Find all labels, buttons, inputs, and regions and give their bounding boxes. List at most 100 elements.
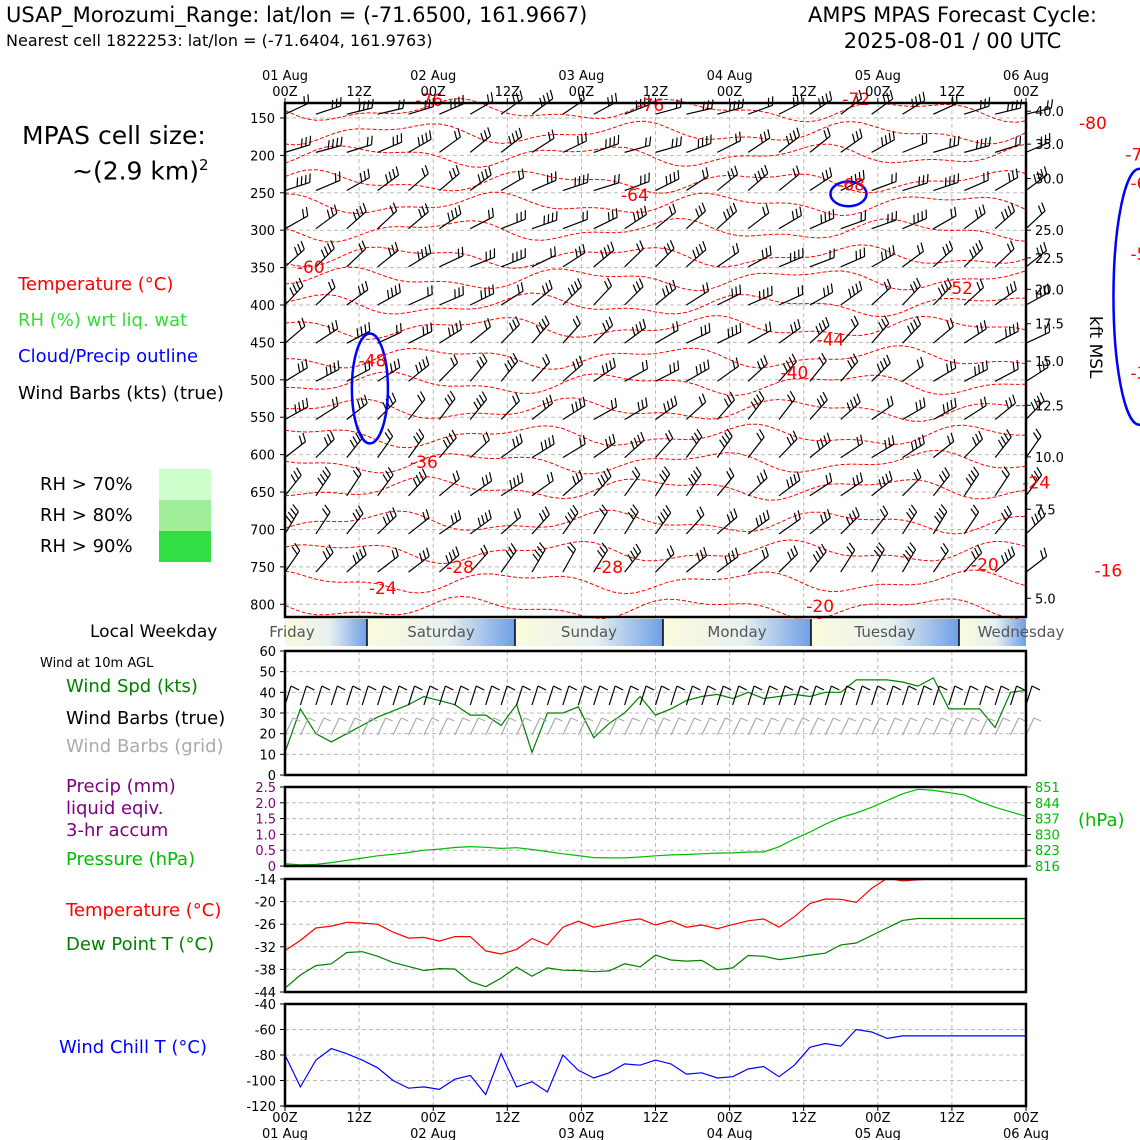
wind-barb — [963, 278, 985, 306]
temp-contour-label: -20 — [806, 597, 834, 617]
wind-barb — [902, 468, 922, 497]
grid-wind-barb — [716, 717, 726, 736]
wind-barb — [439, 285, 464, 306]
wind-speed-label: Wind Spd (kts) — [66, 676, 198, 697]
rh90-label: RH > 90% — [40, 536, 133, 557]
isotherm-line — [284, 120, 1027, 146]
wind-barb — [778, 353, 797, 382]
wind-barb — [469, 391, 488, 420]
isotherm-line — [284, 292, 1026, 318]
precip-panel-frame — [283, 785, 1028, 868]
grid-wind-barb-flag — [879, 717, 887, 722]
hpa-label: (hPa) — [1078, 810, 1125, 831]
wind-barb — [840, 507, 860, 535]
wind-barb — [994, 168, 1019, 192]
true-wind-barb — [778, 685, 786, 706]
grid-wind-barb-flag — [848, 717, 856, 722]
wind-barb — [994, 240, 1015, 268]
top-date-label: 03 Aug — [558, 69, 604, 84]
wind-barb — [624, 397, 648, 420]
wind-barb — [994, 135, 1022, 153]
wind-barb — [531, 471, 554, 497]
temp-contour-label: -60 — [297, 258, 325, 278]
true-wind-barb-flag — [753, 685, 763, 691]
wind-barb — [840, 315, 859, 344]
wind-barb — [593, 397, 618, 421]
wind-barb — [994, 394, 1016, 420]
wind-barb — [500, 90, 523, 115]
weekday-text: Wednesday — [978, 623, 1065, 641]
wind-barb — [346, 202, 367, 230]
true-wind-barb — [685, 685, 693, 706]
true-wind-barb — [809, 685, 817, 706]
wind-barb — [562, 396, 586, 420]
wind-barb — [716, 131, 742, 153]
true-wind-barb — [948, 685, 956, 706]
wind-barb — [840, 434, 864, 459]
weekday-text: Tuesday — [853, 623, 915, 641]
true-wind-barb-flag — [445, 685, 454, 691]
temp-contour-label: -76 — [415, 91, 443, 111]
wind-barb — [717, 98, 745, 115]
wind-barb — [624, 431, 645, 459]
true-wind-barb-flag — [923, 685, 933, 691]
grid-wind-barb-flag — [632, 717, 640, 722]
wind-barb — [778, 127, 801, 153]
true-wind-barb — [932, 685, 940, 706]
grid-wind-barb-flag — [1033, 717, 1042, 722]
pressure-ytick-label: 851 — [1035, 781, 1060, 796]
rh80-label: RH > 80% — [40, 505, 133, 526]
true-wind-barb — [593, 685, 601, 706]
temp-contour-label: -24 — [369, 579, 397, 599]
wind-barb — [963, 360, 988, 382]
true-wind-barb-flag — [568, 685, 578, 691]
wind-barb — [346, 546, 367, 573]
wind-barb — [685, 202, 707, 230]
wind-barb — [377, 323, 402, 344]
weekday-text: Sunday — [561, 623, 617, 641]
grid-wind-barb — [639, 717, 649, 736]
wind-barb — [469, 472, 493, 497]
true-wind-barb-flag — [831, 685, 840, 691]
wind-barb — [809, 283, 834, 306]
bottom-hour-label: 00Z — [1013, 1111, 1039, 1126]
wind-barb — [655, 429, 674, 459]
wind-barb — [994, 466, 1010, 497]
true-wind-barb — [871, 685, 879, 706]
pressure-tick-label: 300 — [250, 224, 275, 239]
true-wind-barb — [377, 685, 385, 706]
true-wind-barb — [793, 685, 802, 706]
grid-wind-barb-flag — [354, 717, 362, 722]
wind-barb — [531, 211, 558, 230]
wind-barb — [655, 360, 680, 382]
wind-barb — [1025, 547, 1048, 573]
grid-wind-barb-flag — [1018, 717, 1026, 722]
grid-wind-barb — [361, 717, 371, 736]
grid-wind-barb-flag — [910, 717, 918, 722]
grid-wind-barb-flag — [601, 717, 609, 722]
true-wind-barb — [392, 685, 400, 706]
temp-contour-label: -72 — [842, 90, 870, 110]
wind-barb — [500, 316, 520, 344]
wind-barb — [593, 504, 608, 535]
wind-barb — [470, 248, 496, 268]
wind-barb — [871, 245, 895, 268]
true-wind-barb — [917, 685, 925, 706]
true-wind-barb-flag — [692, 685, 701, 691]
bottom-date-label: 01 Aug — [262, 1127, 308, 1140]
cloud-outline — [1112, 167, 1140, 426]
wind-panel-ytick-label: 50 — [259, 666, 276, 681]
wind-barb — [377, 99, 405, 115]
wind-barb — [593, 241, 615, 268]
wind-barb — [1025, 358, 1049, 382]
wind-barb — [747, 547, 769, 573]
precip-panel-ytick-label: 0.5 — [255, 844, 276, 859]
wind-barb — [377, 358, 401, 382]
pressure-tick-label: 600 — [250, 449, 275, 464]
grid-wind-barb — [438, 717, 448, 736]
true-wind-barb-flag — [1016, 685, 1025, 691]
wind-barb — [284, 397, 309, 421]
grid-wind-barb-flag — [663, 717, 671, 722]
grid-wind-barb — [793, 717, 803, 736]
